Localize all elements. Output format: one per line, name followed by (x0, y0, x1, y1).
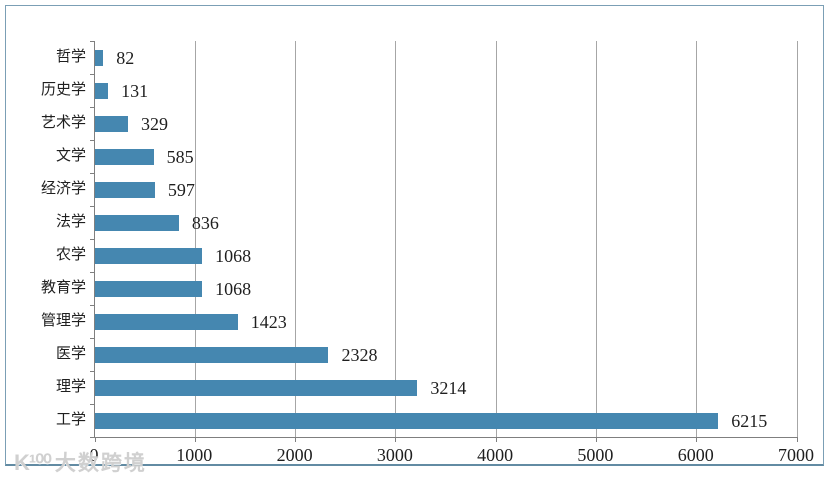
bar-管理学 (95, 313, 238, 330)
bar-value-label: 1068 (215, 245, 252, 266)
bar-value-label: 2328 (341, 344, 378, 365)
x-axis-tick (194, 437, 196, 442)
bar-哲学 (95, 49, 104, 66)
bar-row: 3214 (95, 371, 797, 404)
bar-row: 585 (95, 140, 797, 173)
bar-row: 1068 (95, 239, 797, 272)
bar-value-label: 836 (191, 212, 219, 233)
category-label-医学: 医学 (55, 346, 86, 362)
bar-value-label: 1068 (215, 278, 252, 299)
category-label-历史学: 历史学 (40, 82, 86, 98)
x-tick-label-0: 0 (89, 445, 99, 465)
x-tick-label-7000: 7000 (778, 445, 814, 465)
bar-value-label: 6215 (731, 410, 768, 431)
gridline-x-4000 (495, 41, 497, 437)
bar-row: 131 (95, 74, 797, 107)
bar-经济学 (95, 181, 155, 198)
bar-value-label: 585 (166, 146, 194, 167)
x-axis-tick (595, 437, 597, 442)
gridline-x-1000 (194, 41, 196, 437)
y-axis-tick (90, 305, 95, 306)
bar-艺术学 (95, 115, 128, 132)
gridline-x-3000 (395, 41, 397, 437)
bar-value-label: 1423 (250, 311, 287, 332)
x-tick-label-6000: 6000 (677, 445, 714, 465)
bar-工学 (95, 412, 719, 429)
y-axis-tick (90, 272, 95, 273)
y-axis-tick (90, 74, 95, 75)
category-label-理学: 理学 (55, 379, 86, 395)
x-tick-label-2000: 2000 (276, 445, 313, 465)
plot-area: 82 131 329 585 597 836 1068 1068 1423 2328 3214 621… (90, 41, 798, 442)
y-axis-tick (90, 338, 95, 339)
gridline-x-6000 (696, 41, 698, 437)
watermark-logo-icon: K¹⁰⁰ (14, 450, 52, 475)
bar-value-label: 597 (167, 179, 195, 200)
bar-value-label: 82 (116, 47, 135, 68)
bar-row: 1423 (95, 305, 797, 338)
watermark-text: 大数跨境 (54, 452, 147, 475)
x-axis-tick (395, 437, 397, 442)
category-label-农学: 农学 (55, 247, 86, 263)
category-label-工学: 工学 (55, 412, 86, 428)
bar-row: 2328 (95, 338, 797, 371)
x-tick-label-3000: 3000 (376, 445, 413, 465)
bar-row: 82 (95, 41, 797, 74)
y-axis-tick (90, 41, 95, 42)
x-tick-label-1000: 1000 (176, 445, 213, 465)
category-label-经济学: 经济学 (40, 181, 86, 197)
bar-row: 597 (95, 173, 797, 206)
x-axis-tick (94, 437, 96, 442)
bar-理学 (95, 379, 418, 396)
bar-row: 6215 (95, 404, 797, 437)
bar-教育学 (95, 280, 203, 297)
bar-value-label: 329 (140, 113, 168, 134)
category-label-法学: 法学 (55, 214, 86, 230)
y-axis-tick (90, 140, 95, 141)
category-label-管理学: 管理学 (40, 313, 86, 329)
bar-农学 (95, 247, 203, 264)
y-axis-tick (90, 107, 95, 108)
bar-row: 329 (95, 107, 797, 140)
category-label-艺术学: 艺术学 (40, 115, 86, 131)
x-axis-tick (796, 437, 798, 442)
gridline-x-7000 (796, 41, 798, 437)
y-axis-tick (90, 437, 95, 438)
x-axis-tick (696, 437, 698, 442)
category-label-哲学: 哲学 (55, 49, 86, 65)
y-axis-tick (90, 404, 95, 405)
bar-文学 (95, 148, 154, 165)
gridline-x-2000 (295, 41, 297, 437)
chart-frame: 82 131 329 585 597 836 1068 1068 1423 2328 3214 621… (5, 5, 824, 475)
x-tick-label-5000: 5000 (577, 445, 614, 465)
bar-历史学 (95, 82, 109, 99)
gridline-x-5000 (595, 41, 597, 437)
category-label-教育学: 教育学 (40, 280, 86, 296)
y-axis-tick (90, 239, 95, 240)
y-axis-tick (90, 371, 95, 372)
bar-法学 (95, 214, 179, 231)
bar-row: 836 (95, 206, 797, 239)
category-label-文学: 文学 (55, 148, 86, 164)
bar-医学 (95, 346, 329, 363)
x-axis-tick (495, 437, 497, 442)
bar-value-label: 131 (121, 80, 149, 101)
y-axis-tick (90, 173, 95, 174)
bar-value-label: 3214 (430, 377, 467, 398)
x-tick-label-4000: 4000 (477, 445, 514, 465)
y-axis-tick (90, 206, 95, 207)
watermark: K¹⁰⁰ 大数跨境 (14, 447, 147, 477)
x-axis-tick (295, 437, 297, 442)
bar-row: 1068 (95, 272, 797, 305)
